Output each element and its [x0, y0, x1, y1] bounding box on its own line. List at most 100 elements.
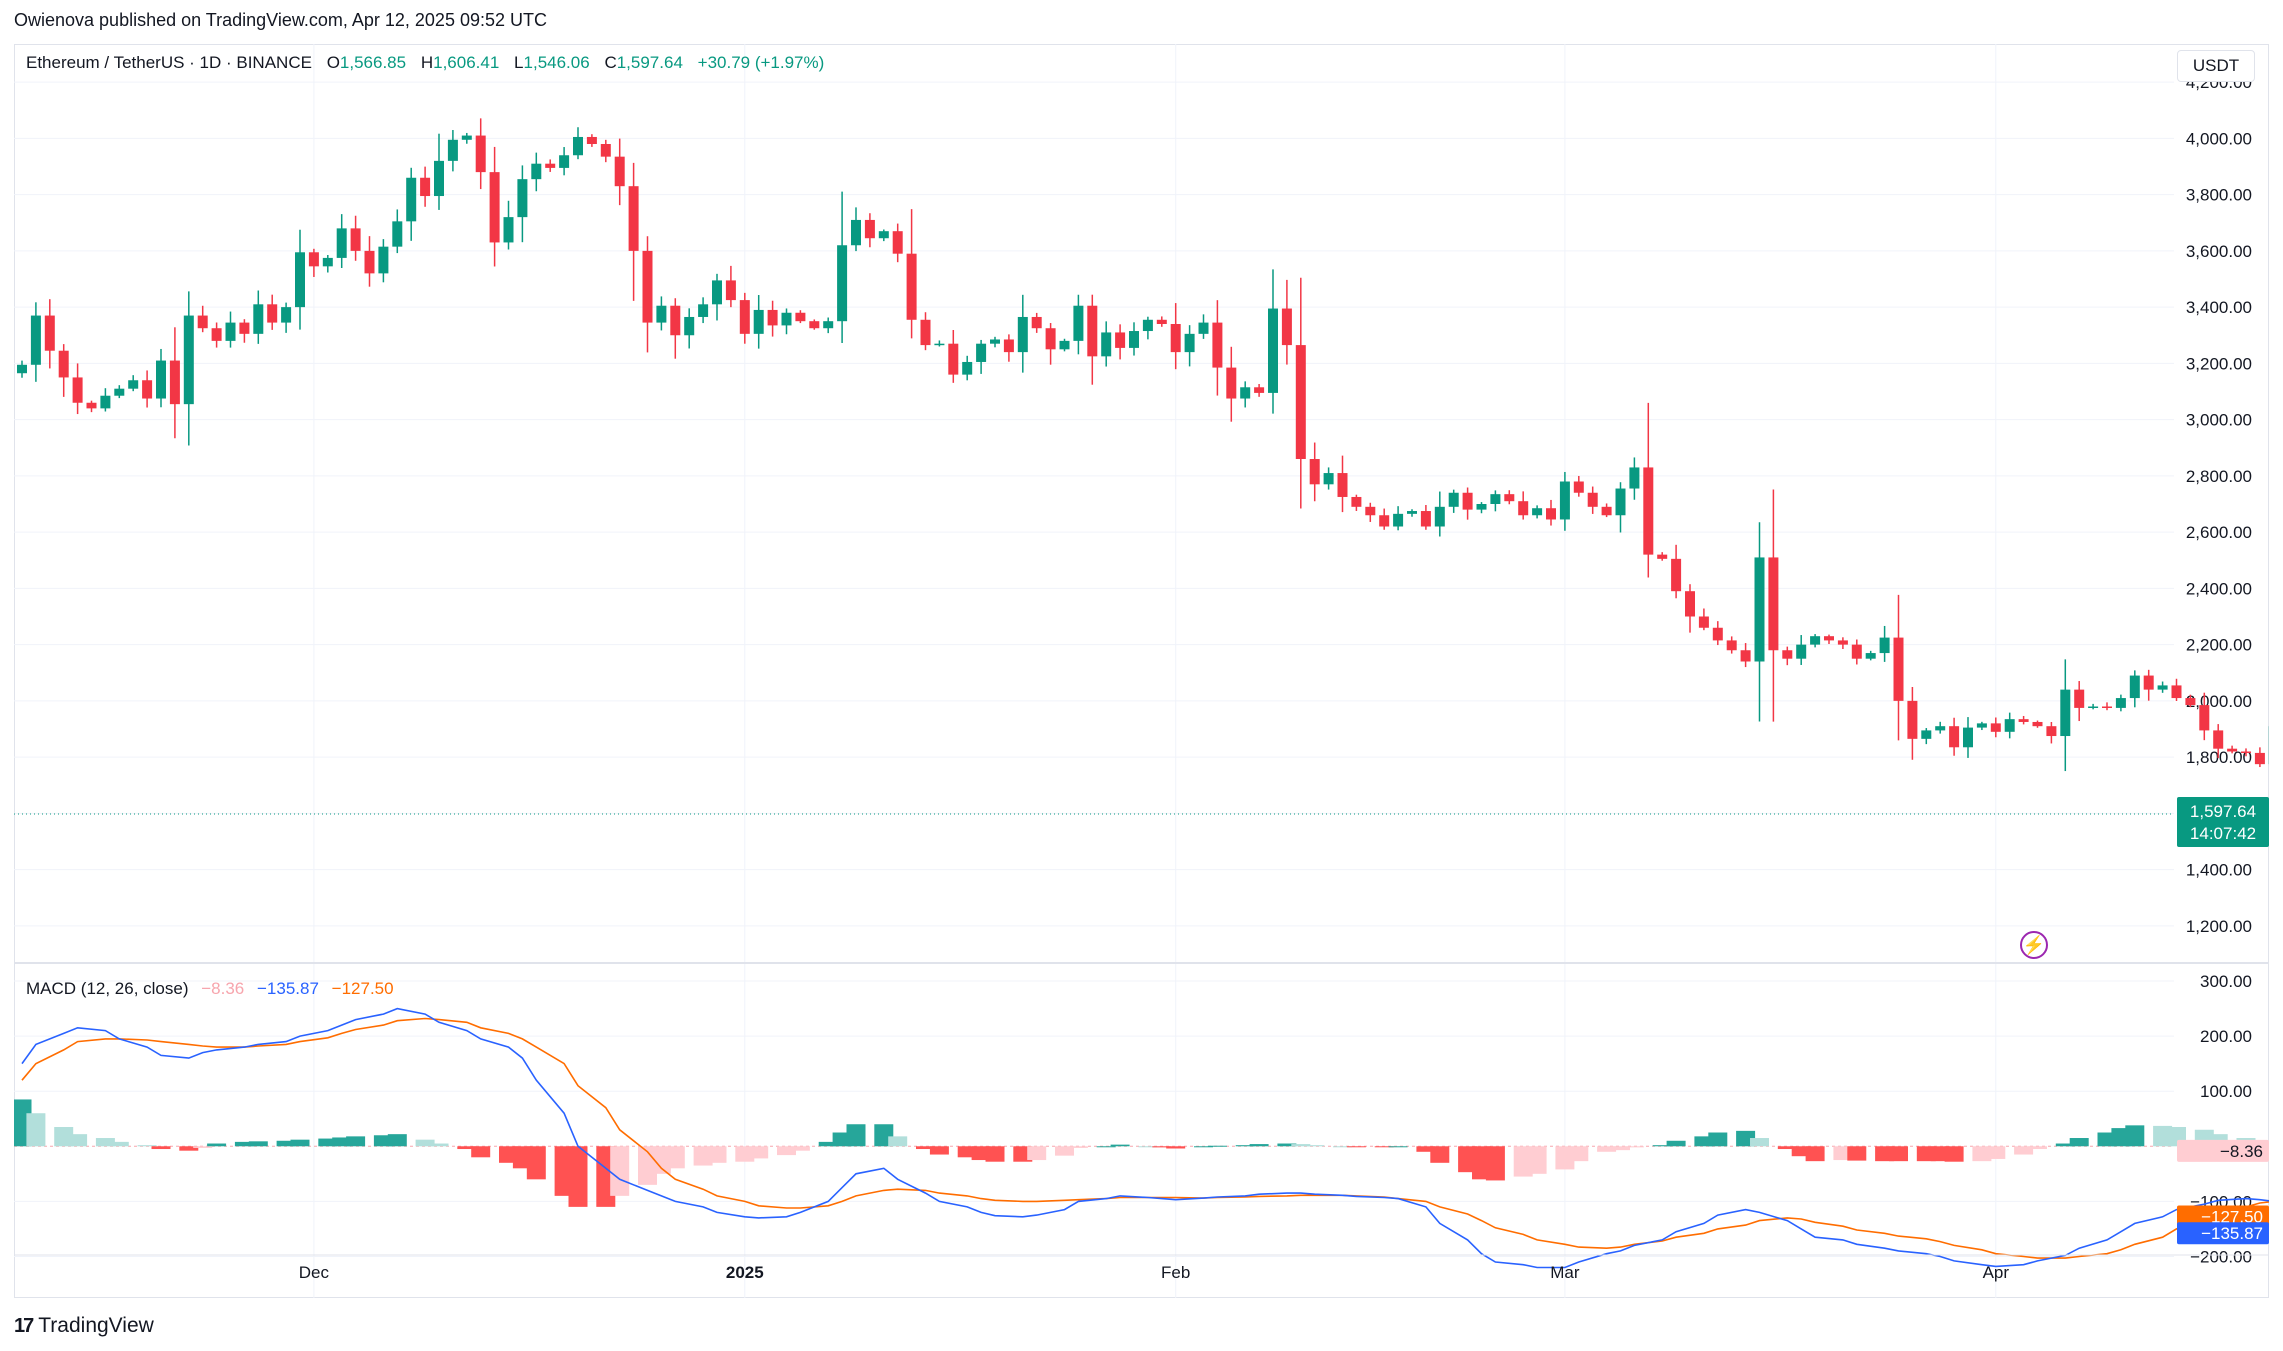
candle-body: [1226, 367, 1237, 399]
macd-histogram-bar: [1624, 1146, 1644, 1148]
candle-body: [2074, 689, 2085, 708]
candle-body: [1615, 488, 1626, 516]
macd-histogram-bar: [1277, 1143, 1297, 1147]
macd-histogram-bar: [1068, 1146, 1088, 1148]
macd-histogram-bar: [957, 1146, 977, 1158]
high-value: 1,606.41: [433, 53, 500, 72]
macd-histogram-bar: [137, 1145, 157, 1147]
candle-body: [308, 252, 319, 267]
candle-body: [2199, 705, 2210, 731]
macd-histogram-bar: [26, 1113, 46, 1147]
macd-histogram-bar: [985, 1146, 1005, 1162]
candle-body: [322, 257, 333, 267]
price-tick-label: 1,400.00: [2186, 861, 2252, 880]
candle-body: [364, 250, 375, 274]
macd-histogram-bar: [916, 1146, 935, 1150]
macd-histogram-bar: [1944, 1146, 1964, 1162]
macd-tick-label: 100.00: [2200, 1082, 2252, 1101]
lightning-icon[interactable]: ⚡: [2020, 931, 2048, 959]
macd-histogram-bar: [749, 1146, 769, 1159]
macd-histogram-bar: [290, 1139, 310, 1147]
macd-histogram-bar: [665, 1146, 685, 1169]
macd-histogram-bar: [1291, 1144, 1311, 1147]
tradingview-brand: TradingView: [38, 1314, 154, 1337]
macd-hist-last-badge: [2177, 1139, 2269, 1162]
candle-body: [1045, 328, 1056, 350]
candle-body: [1462, 492, 1473, 510]
candle-body: [517, 179, 528, 218]
macd-histogram-bar: [1708, 1132, 1728, 1147]
macd-histogram-bar: [1986, 1146, 2006, 1159]
macd-histogram-bar: [1430, 1146, 1450, 1163]
macd-histogram-bar: [1235, 1145, 1255, 1147]
candle-body: [1031, 316, 1042, 329]
candle-body: [934, 343, 945, 346]
price-tick-label: 2,800.00: [2186, 467, 2252, 486]
tradingview-footer[interactable]: 17 TradingView: [14, 1314, 154, 1338]
candle-body: [809, 321, 820, 329]
candle-body: [2171, 685, 2182, 699]
candle-body: [350, 228, 361, 251]
macd-histogram-bar: [777, 1146, 796, 1156]
candle-body: [475, 135, 486, 173]
candle-body: [559, 155, 570, 168]
candle-body: [1810, 636, 1821, 645]
currency-unit-button[interactable]: USDT: [2177, 50, 2255, 82]
candle-body: [1115, 332, 1126, 348]
low-label: L: [514, 53, 524, 72]
open-value: 1,566.85: [339, 53, 407, 72]
price-tick-label: 2,200.00: [2186, 636, 2252, 655]
candle-body: [1295, 345, 1306, 459]
candle-body: [1935, 726, 1946, 731]
high-label: H: [420, 53, 434, 72]
candle-body: [142, 380, 153, 399]
time-axis[interactable]: Dec 2025 Feb Mar Apr: [14, 1254, 2269, 1298]
low-value: 1,546.06: [523, 53, 590, 72]
macd-histogram-bar: [2069, 1138, 2089, 1147]
macd-histogram-bar: [818, 1141, 838, 1147]
macd-chart[interactable]: −200.00−100.00100.00200.00300.00−8.36−12…: [14, 964, 2269, 1298]
candle-body: [864, 219, 875, 239]
candle-body: [1101, 332, 1112, 357]
candle-body: [2018, 719, 2029, 722]
candle-body: [156, 360, 166, 399]
price-tick-label: 2,600.00: [2186, 523, 2252, 542]
macd-line-value: −135.87: [256, 979, 319, 998]
candle-body: [573, 136, 583, 156]
price-tick-label: 3,000.00: [2186, 411, 2252, 430]
candle-body: [2115, 698, 2126, 708]
price-tick-label: 2,400.00: [2186, 579, 2252, 598]
candle-body: [225, 322, 236, 341]
candle-body: [72, 377, 83, 403]
price-tick-label: 3,800.00: [2186, 186, 2252, 205]
macd-histogram-bar: [2125, 1125, 2145, 1147]
macd-histogram-bar: [332, 1137, 352, 1147]
macd-histogram-bar: [1027, 1146, 1047, 1161]
candle-body: [1184, 333, 1195, 353]
candle-body: [392, 221, 403, 247]
time-tick-label: Feb: [1161, 1263, 1190, 1282]
candle-body: [823, 321, 834, 329]
candle-body: [1907, 700, 1918, 739]
close-value: 1,597.64: [616, 53, 683, 72]
candle-body: [1212, 322, 1223, 368]
macd-histogram-bar: [429, 1143, 449, 1147]
macd-legend: MACD (12, 26, close) −8.36 −135.87 −127.…: [26, 979, 394, 999]
candle-body: [1448, 492, 1459, 507]
macd-histogram-bar: [193, 1146, 213, 1148]
candle-body: [336, 228, 347, 258]
candle-body: [1379, 515, 1390, 527]
macd-histogram-bar: [346, 1136, 366, 1147]
price-chart[interactable]: 1,200.001,400.001,600.001,800.002,000.00…: [14, 44, 2269, 964]
macd-histogram-bar: [248, 1141, 268, 1147]
candle-body: [1087, 305, 1098, 357]
candle-body: [1685, 591, 1695, 617]
candle-body: [1851, 644, 1862, 659]
candle-body: [1268, 308, 1278, 393]
macd-hist-value: −8.36: [201, 979, 245, 998]
candle-body: [1309, 459, 1320, 485]
candle-body: [1796, 644, 1807, 659]
candle-body: [1240, 387, 1251, 399]
macd-histogram-bar: [234, 1141, 254, 1147]
candle-body: [1420, 511, 1431, 527]
